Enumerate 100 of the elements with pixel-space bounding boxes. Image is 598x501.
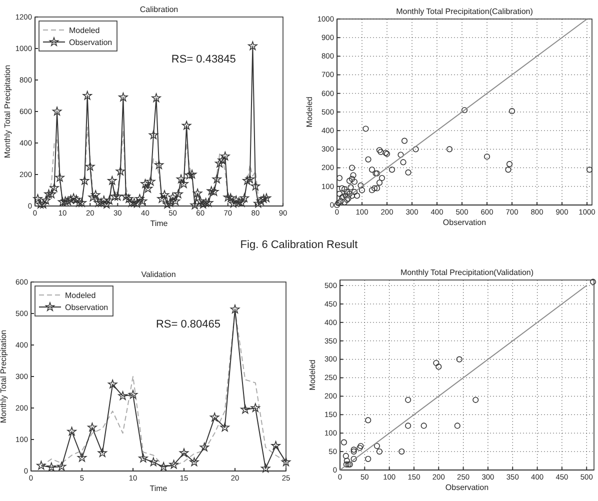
point	[230, 304, 240, 314]
point	[220, 422, 230, 432]
point	[344, 188, 350, 196]
point	[376, 448, 382, 455]
point	[350, 456, 357, 462]
point	[200, 442, 210, 452]
point	[250, 403, 260, 412]
caption: Fig. 6 Calibration Result	[240, 239, 358, 251]
point	[398, 448, 405, 455]
point	[341, 186, 348, 192]
point	[148, 457, 158, 466]
chart-title: Monthly Total Precipitation(Calibration)	[396, 7, 534, 16]
point	[350, 448, 357, 455]
point	[405, 422, 412, 429]
point	[405, 169, 412, 176]
y-axis-title: Monthly Total Precipitation	[0, 330, 8, 424]
legend-label: Modeled	[65, 291, 96, 300]
point	[190, 457, 199, 466]
point	[67, 426, 76, 436]
point	[340, 439, 347, 446]
chart-title: Calibration	[140, 5, 178, 14]
point	[346, 178, 353, 184]
point	[358, 182, 364, 189]
y-axis-title: Modeled	[305, 96, 314, 128]
point	[348, 192, 356, 199]
point	[368, 187, 376, 194]
chart-title: Validation	[141, 270, 176, 279]
point	[351, 178, 358, 185]
point	[401, 138, 408, 144]
point	[342, 452, 349, 460]
y-axis-title: Monthly Total Precipitation	[3, 64, 12, 158]
point	[378, 174, 386, 182]
point	[376, 180, 383, 186]
point	[36, 460, 46, 470]
point	[374, 442, 380, 450]
x-axis-title: Time	[150, 484, 168, 493]
point	[400, 159, 406, 166]
x-axis-title: Time	[150, 219, 168, 228]
chart-title: Monthly Total Precipitation(Validation)	[400, 268, 534, 277]
point	[338, 198, 344, 204]
point	[343, 461, 350, 468]
point	[338, 185, 346, 192]
x-axis-title: Observation	[445, 483, 489, 492]
point	[376, 147, 383, 154]
point	[344, 458, 350, 464]
point	[346, 190, 353, 197]
point	[260, 464, 270, 472]
point	[88, 422, 97, 432]
point	[348, 184, 354, 190]
point	[446, 146, 453, 152]
point	[108, 380, 118, 388]
point	[433, 360, 440, 366]
point	[398, 152, 404, 158]
point	[138, 454, 148, 462]
point	[179, 448, 189, 458]
point	[454, 422, 460, 429]
point	[461, 107, 468, 114]
point	[505, 166, 512, 173]
point	[472, 396, 479, 403]
point	[362, 126, 369, 132]
x-axis-title: Observation	[442, 218, 486, 227]
point	[351, 188, 358, 196]
point	[508, 108, 516, 114]
point	[56, 462, 66, 471]
point	[46, 462, 56, 472]
point	[356, 444, 363, 451]
point	[484, 154, 490, 160]
point	[358, 442, 364, 450]
point	[436, 364, 442, 370]
y-axis-title: Modeled	[308, 360, 317, 390]
annotation: RS= 0.43845	[171, 53, 236, 66]
point	[506, 161, 513, 168]
point	[405, 396, 412, 403]
point	[374, 185, 380, 192]
point	[365, 456, 372, 462]
point	[348, 164, 356, 171]
point	[412, 146, 419, 152]
point	[350, 446, 357, 453]
point	[590, 278, 596, 285]
point	[128, 390, 138, 399]
point	[354, 192, 360, 199]
point	[240, 404, 250, 414]
point	[350, 172, 356, 178]
point	[98, 448, 108, 458]
point	[158, 462, 168, 471]
point	[336, 190, 343, 197]
point	[342, 192, 349, 199]
point	[456, 356, 462, 362]
point	[420, 422, 427, 429]
point	[586, 166, 593, 173]
legend-label: Observation	[69, 38, 112, 47]
point	[210, 412, 220, 422]
annotation: RS= 0.80465	[156, 318, 220, 330]
point	[358, 187, 366, 194]
point	[378, 148, 384, 156]
point	[365, 156, 372, 162]
point	[365, 417, 372, 424]
legend-label: Modeled	[69, 26, 100, 35]
point	[281, 457, 291, 466]
point	[348, 176, 356, 182]
